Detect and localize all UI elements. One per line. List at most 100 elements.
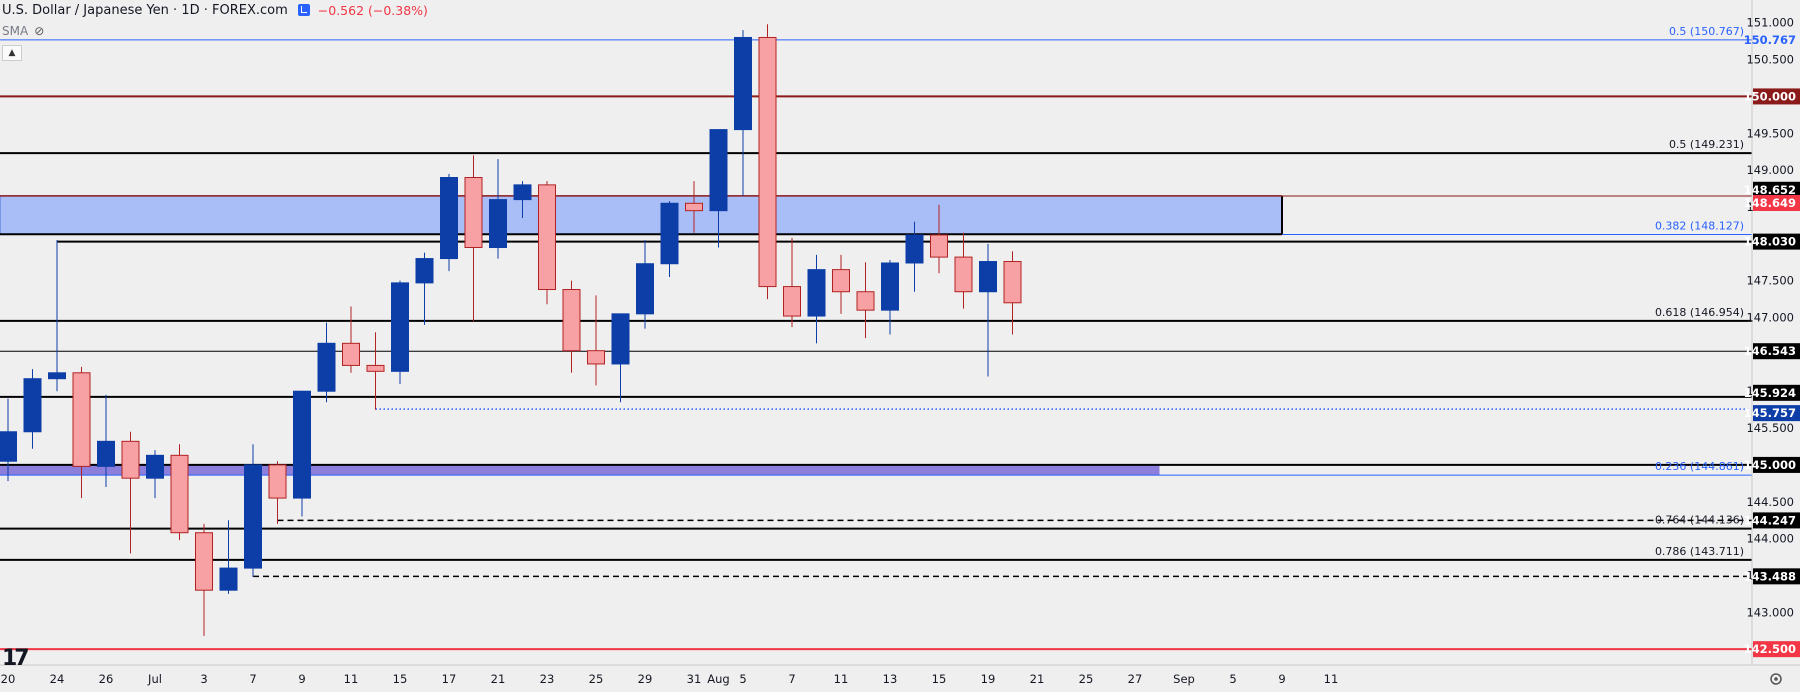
bullish-candle [734, 30, 752, 196]
candle-body [538, 184, 556, 291]
time-tick-label: Jul [147, 672, 162, 686]
candle-body [930, 234, 948, 258]
price-tag-background [1753, 233, 1800, 250]
price-tick-label: 150.500 [1746, 53, 1794, 67]
candle-body [832, 269, 850, 293]
candle-body [856, 291, 875, 311]
candle-body [23, 378, 42, 433]
fib-level-label: 0.382 (148.127) [1655, 219, 1744, 232]
bullish-candle [905, 221, 924, 292]
price-tag-background [1753, 568, 1800, 585]
bearish-candle [72, 366, 91, 499]
price-tick-label: 149.000 [1746, 163, 1794, 177]
time-axis-ticks: 20 24 26 Jul 3 7 9 11 15 17 21 23 25 29 31 Aug 5 7 11 13 15 1… [1, 672, 1339, 686]
price-tag-label: 150.767 [1744, 33, 1796, 47]
time-tick-label: 9 [1278, 672, 1285, 686]
price-tag-background [1753, 384, 1800, 401]
candle-body [881, 262, 899, 311]
bearish-candle [930, 204, 948, 274]
price-tag-label: 145.924 [1744, 386, 1796, 400]
bullish-candle [391, 280, 409, 384]
price-tag-background [1753, 641, 1800, 658]
time-tick-label: 20 [1, 672, 16, 686]
price-tag: 150.000 [1744, 88, 1800, 105]
bullish-candle [0, 398, 17, 482]
price-axis-panel[interactable] [1752, 0, 1800, 665]
candle-body [636, 263, 654, 315]
time-tick-label: Sep [1173, 672, 1195, 686]
bearish-candle [195, 523, 213, 636]
bearish-candle [685, 181, 703, 233]
time-tick-label: 7 [788, 672, 795, 686]
time-tick-label: 11 [834, 672, 849, 686]
time-tick-label: 5 [1229, 672, 1236, 686]
bullish-candle [293, 390, 311, 517]
eye-hidden-icon[interactable]: ⊘ [34, 24, 45, 38]
time-axis-panel[interactable] [0, 665, 1800, 692]
sma-indicator-label[interactable]: SMA [2, 24, 29, 38]
candle-body [954, 256, 973, 293]
price-tag-label: 148.030 [1744, 235, 1796, 249]
candle-body [709, 129, 728, 212]
candle-body [391, 282, 409, 372]
settings-gear-icon[interactable] [1770, 673, 1782, 685]
candles-layer [0, 24, 1022, 636]
price-tick-label: 144.500 [1746, 495, 1794, 509]
candle-body [121, 440, 140, 479]
time-tick-label: 15 [393, 672, 408, 686]
fib-level-label: 0.5 (149.231) [1669, 138, 1744, 151]
price-tag: 145.000 [1744, 456, 1800, 473]
time-tick-label: 29 [638, 672, 653, 686]
bullish-candle [489, 159, 507, 259]
bullish-candle [146, 450, 164, 499]
price-tick-label: 151.000 [1746, 16, 1794, 30]
candle-body [440, 177, 458, 260]
candle-body [293, 390, 311, 499]
bullish-candle [415, 252, 434, 325]
time-tick-label: 19 [981, 672, 996, 686]
candle-body [513, 184, 532, 201]
price-change: −0.562 (−0.38%) [317, 2, 428, 18]
candle-body [195, 532, 213, 591]
time-tick-label: 11 [344, 672, 359, 686]
bearish-candle [832, 254, 850, 314]
time-tick-label: 15 [932, 672, 947, 686]
bullish-candle [440, 173, 458, 272]
price-tick-label: 149.500 [1746, 126, 1794, 140]
candle-body [489, 199, 507, 249]
bearish-candle [170, 444, 189, 541]
bearish-candle [268, 461, 287, 524]
candle-body [979, 261, 997, 293]
bullish-candle [611, 313, 630, 403]
time-tick-label: 17 [442, 672, 457, 686]
bearish-candle [587, 295, 605, 386]
fib-level-label: 0.5 (150.767) [1669, 25, 1744, 38]
bearish-candle [342, 306, 360, 373]
candle-body [464, 177, 483, 249]
candle-body [342, 342, 360, 366]
fib-level-label: 0.786 (143.711) [1655, 545, 1744, 558]
bearish-candle [121, 431, 140, 554]
collapse-legend-button[interactable]: ▲ [2, 45, 22, 61]
candle-body [170, 454, 189, 534]
symbol-title[interactable]: U.S. Dollar / Japanese Yen · 1D · FOREX.… [2, 2, 288, 18]
price-tag-label: 143.488 [1744, 569, 1796, 583]
price-tag-label: 146.543 [1744, 344, 1796, 358]
bullish-candle [807, 254, 826, 344]
price-tag: 144.247 [1744, 512, 1800, 529]
bullish-candle [513, 181, 532, 219]
bullish-candle [219, 520, 238, 594]
candle-body [734, 36, 752, 131]
time-tick-label: 26 [99, 672, 114, 686]
candle-body [0, 431, 17, 462]
candle-body [905, 234, 924, 264]
indicator-legend[interactable]: SMA ⊘ [2, 24, 44, 38]
price-tag: 143.488 [1744, 568, 1800, 585]
levels-layer: 0.5 (150.767) 0.5 (149.231) 0.382 (148.127… [0, 25, 1752, 651]
candle-body [807, 269, 826, 317]
price-tag-background [1753, 181, 1800, 198]
time-tick-label: 25 [1079, 672, 1094, 686]
time-tick-label: 13 [883, 672, 898, 686]
